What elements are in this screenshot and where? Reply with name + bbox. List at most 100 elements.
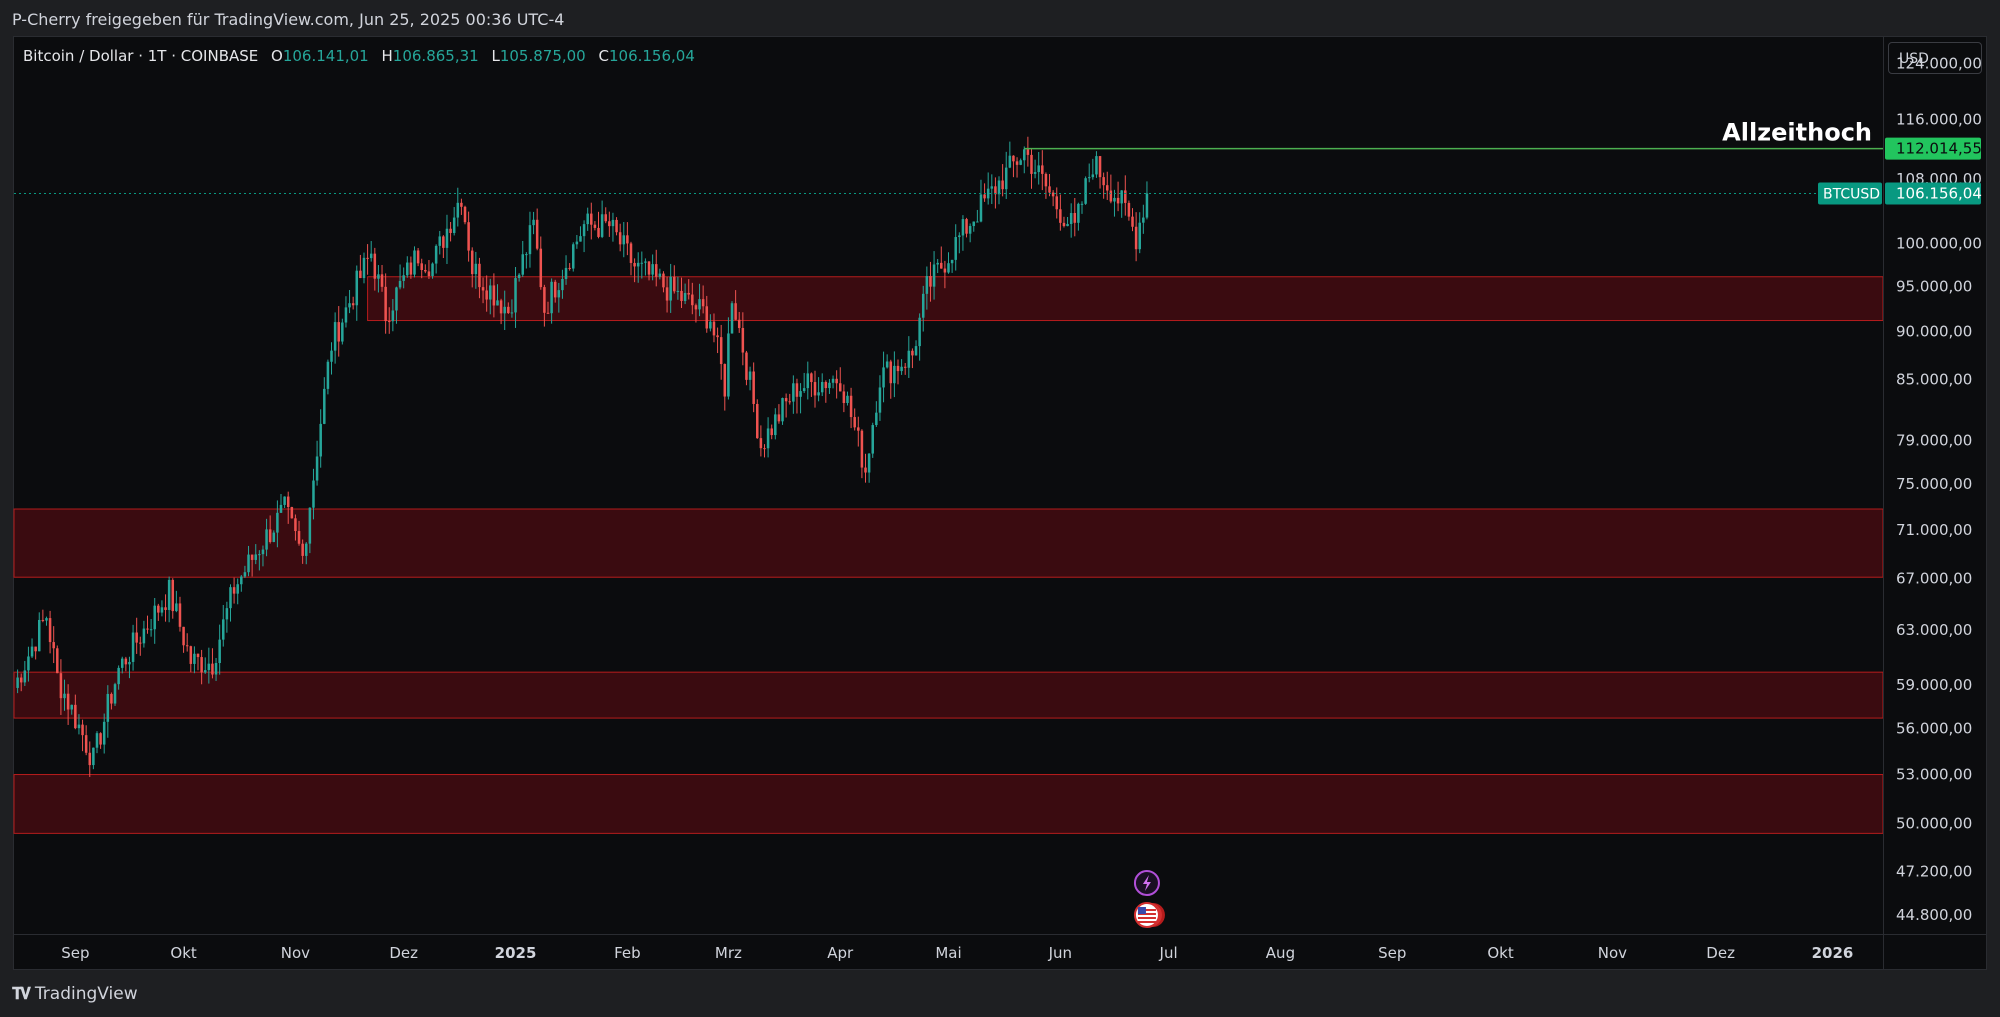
candle-body	[1080, 203, 1084, 205]
high-label: H	[381, 47, 393, 65]
candle-body	[781, 398, 784, 422]
candle-body	[416, 250, 420, 264]
last-price-value: 106.156,04	[1896, 185, 1982, 203]
candle-body	[110, 693, 113, 704]
candle-body	[716, 335, 719, 338]
candle-body	[990, 186, 994, 189]
candle-body	[427, 271, 431, 277]
candle-body	[817, 392, 820, 396]
y-tick-label: 124.000,00	[1896, 55, 1982, 73]
candle-body	[976, 221, 979, 223]
candle-body	[835, 378, 838, 384]
candle-body	[384, 286, 387, 322]
candle-body	[889, 361, 893, 384]
candle-body	[741, 328, 745, 353]
x-tick-label: Mrz	[715, 944, 742, 962]
last-price-badge	[1885, 182, 1981, 205]
candle-body	[279, 504, 283, 513]
candle-body	[745, 352, 748, 380]
candle-body	[997, 180, 1001, 195]
candle-body	[398, 280, 402, 288]
candle-body	[947, 263, 950, 273]
candle-body	[593, 224, 597, 228]
candle-body	[968, 226, 972, 234]
y-tick-label: 79.000,00	[1896, 432, 1972, 450]
candle-body	[1087, 177, 1091, 179]
x-tick-label: Sep	[61, 944, 89, 962]
ohlc-legend: Bitcoin / Dollar · 1T · COINBASE O106.14…	[23, 47, 695, 65]
x-tick-label: Feb	[614, 944, 641, 962]
candle-body	[113, 684, 117, 704]
candle-body	[438, 236, 442, 246]
candle-body	[1142, 217, 1145, 223]
candle-body	[1033, 172, 1037, 174]
candle-body	[961, 219, 965, 236]
candle-body	[304, 543, 308, 556]
candle-body	[896, 365, 900, 372]
candle-body	[806, 373, 810, 389]
candle-body	[178, 603, 182, 627]
candle-body	[326, 361, 330, 389]
candle-body	[1012, 155, 1015, 162]
candle-body	[431, 263, 434, 277]
candle-body	[229, 587, 232, 609]
tradingview-logo[interactable]: 𝐓𝐕 TradingView	[12, 984, 138, 1004]
candle-body	[597, 227, 600, 237]
candle-body	[1051, 192, 1055, 197]
candle-body	[211, 663, 214, 675]
candle-body	[106, 693, 110, 722]
candle-body	[838, 383, 842, 392]
candle-body	[445, 228, 449, 248]
flag-stripe	[1137, 917, 1156, 919]
candle-body	[925, 276, 929, 294]
candle-body	[481, 287, 485, 291]
candle-body	[1095, 156, 1098, 175]
y-tick-label: 116.000,00	[1896, 110, 1982, 128]
candle-body	[355, 270, 359, 306]
candle-body	[214, 663, 218, 675]
candle-body	[449, 228, 452, 233]
candle-body	[420, 263, 423, 270]
candle-body	[463, 206, 467, 223]
candle-body	[344, 307, 348, 323]
candle-body	[943, 268, 947, 273]
candle-body	[662, 273, 665, 288]
candle-body	[752, 371, 755, 404]
candle-body	[654, 264, 658, 277]
candle-body	[409, 262, 413, 275]
flag-stripe	[1137, 913, 1156, 915]
open-label: O	[271, 47, 283, 65]
candle-body	[84, 735, 88, 753]
resistance-zone-3	[13, 671, 1884, 719]
candle-body	[157, 605, 160, 613]
candle-body	[149, 629, 153, 631]
y-tick-label: 59.000,00	[1896, 676, 1972, 694]
candle-body	[467, 222, 470, 251]
candle-body	[828, 382, 831, 389]
candle-body	[950, 259, 954, 264]
candle-body	[918, 317, 921, 347]
candle-body	[1041, 165, 1044, 174]
candle-body	[1116, 197, 1120, 204]
candle-body	[687, 292, 690, 295]
currency-button[interactable]: USD	[1888, 42, 1982, 74]
candle-body	[193, 653, 196, 664]
candle-body	[1059, 209, 1062, 223]
candle-body	[380, 274, 384, 287]
candle-body	[994, 186, 997, 195]
candle-body	[669, 276, 672, 301]
candle-body	[636, 262, 640, 267]
candle-body	[647, 261, 651, 275]
symbol-title[interactable]: Bitcoin / Dollar · 1T · COINBASE	[23, 47, 259, 65]
symbol-badge-label: BTCUSD	[1823, 187, 1880, 203]
candle-body	[200, 657, 203, 673]
tradingview-logo-icon: 𝐓𝐕	[12, 984, 31, 1003]
candle-body	[99, 733, 102, 745]
candle-body	[539, 248, 543, 288]
candle-body	[387, 321, 391, 323]
candle-body	[857, 427, 860, 431]
candle-body	[301, 543, 304, 556]
candle-body	[167, 579, 171, 610]
candle-body	[276, 512, 279, 533]
